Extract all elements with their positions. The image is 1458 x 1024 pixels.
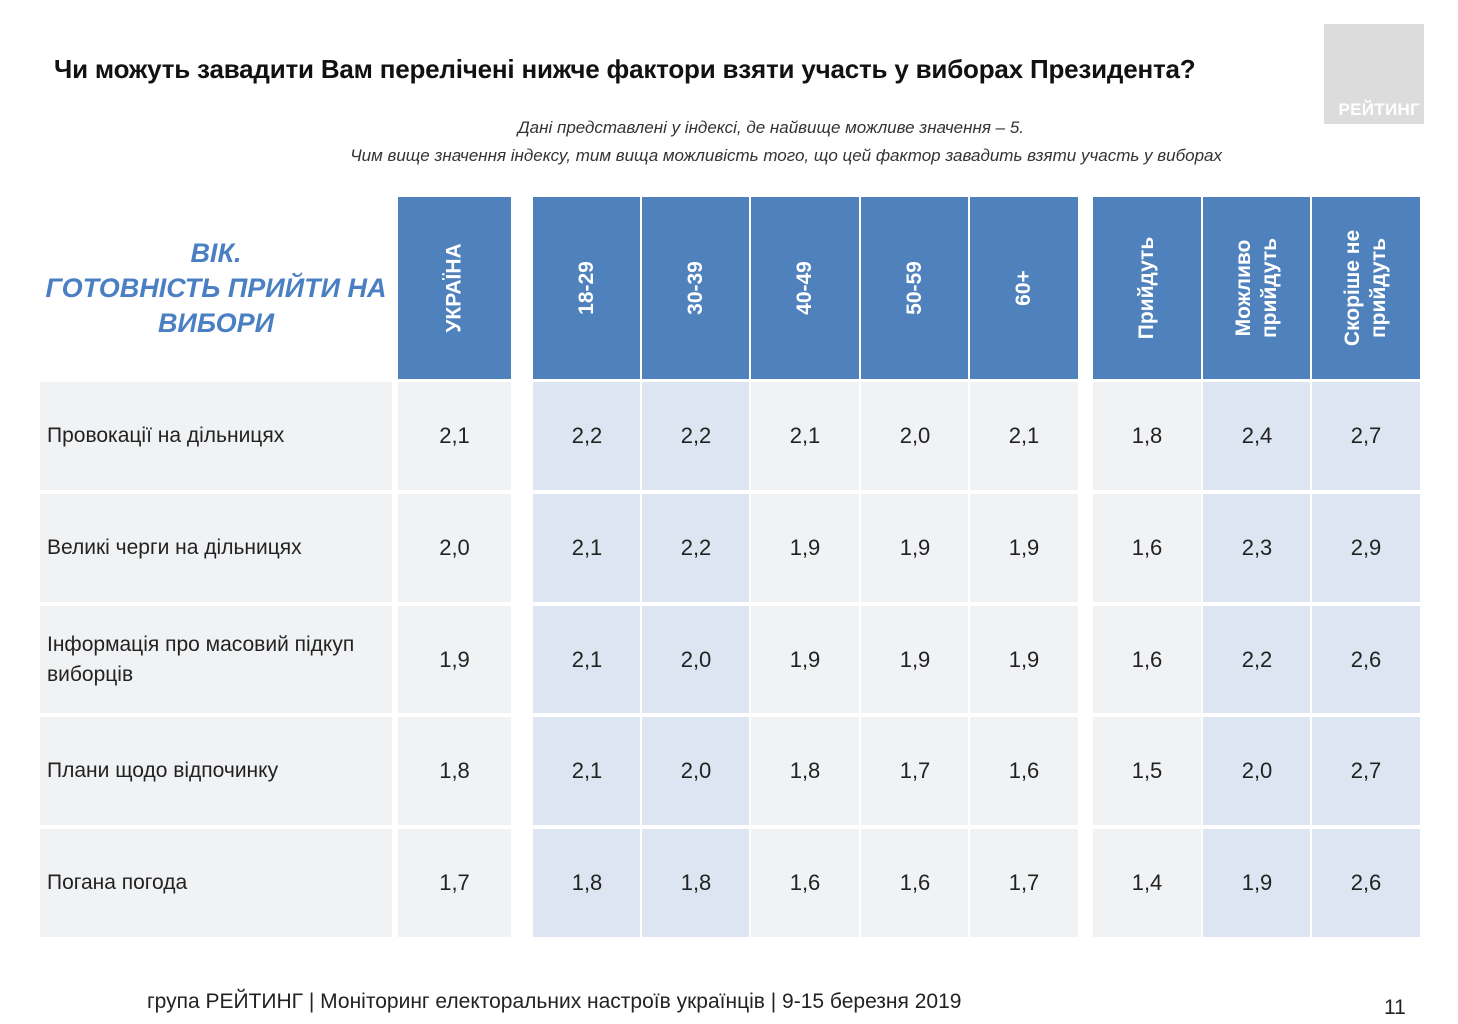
page-number: 11 bbox=[1384, 996, 1406, 1019]
table-cell: 1,7 bbox=[439, 870, 470, 895]
column-divider bbox=[859, 197, 861, 939]
table-cell: 1,8 bbox=[789, 758, 821, 783]
column-header-label: 60+ bbox=[1012, 270, 1035, 306]
row-label: Великі черги на дільницях bbox=[47, 536, 302, 559]
table-cell: 2,1 bbox=[533, 494, 641, 602]
column-header-label: УКРАЇНА bbox=[442, 243, 466, 333]
table-cell: 2,1 bbox=[439, 423, 470, 448]
table-cell: 2,2 bbox=[1203, 606, 1311, 714]
corner-header-line-2: ГОТОВНІСТЬ ПРИЙТИ НА bbox=[45, 272, 387, 303]
corner-header-line-1: ВІК. bbox=[190, 237, 242, 268]
table-cell: 1,9 bbox=[1008, 535, 1040, 560]
index-note-1: Дані представлені у індексі, де найвище … bbox=[517, 118, 1024, 137]
column-divider bbox=[968, 197, 970, 939]
column-group-gap bbox=[1078, 197, 1093, 939]
row-divider bbox=[40, 602, 1420, 606]
table-cell: 1,8 bbox=[642, 829, 750, 937]
column-header-40-49: 40-49 bbox=[751, 197, 859, 379]
column-header-label: Можливо прийдуть bbox=[1232, 237, 1281, 339]
table-cell: 2,0 bbox=[899, 423, 931, 448]
row-label: Провокації на дільницях bbox=[47, 424, 285, 447]
table-cell: 2,2 bbox=[642, 382, 750, 490]
table-cell: 1,6 bbox=[899, 870, 931, 895]
logo-text: РЕЙТИНГ bbox=[1338, 100, 1420, 119]
column-header-label: Скоріше не прийдуть bbox=[1341, 229, 1390, 347]
row-divider bbox=[40, 490, 1420, 494]
column-divider bbox=[1310, 197, 1312, 939]
column-header-likely-not-come: Скоріше не прийдуть bbox=[1312, 197, 1420, 379]
table-cell: 2,1 bbox=[789, 423, 821, 448]
column-header-50-59: 50-59 bbox=[861, 197, 969, 379]
column-divider bbox=[749, 197, 751, 939]
table-cell: 2,7 bbox=[1312, 717, 1420, 825]
corner-header-line-3: ВИБОРИ bbox=[157, 307, 275, 338]
table-cell: 1,7 bbox=[1008, 870, 1040, 895]
table-cell: 1,9 bbox=[1008, 647, 1040, 672]
row-divider bbox=[40, 825, 1420, 829]
row-label: Погана погода bbox=[47, 871, 188, 894]
table-cell: 1,9 bbox=[789, 535, 821, 560]
table-cell: 2,0 bbox=[1203, 717, 1311, 825]
column-header-60plus: 60+ bbox=[970, 197, 1078, 379]
reiting-logo: РЕЙТИНГ bbox=[1324, 24, 1424, 124]
row-label: Інформація про масовий підкуп виборців bbox=[47, 633, 355, 686]
table-cell: 1,6 bbox=[1008, 758, 1040, 783]
table-cell: 2,1 bbox=[533, 717, 641, 825]
table-cell: 1,9 bbox=[899, 535, 931, 560]
column-divider bbox=[1201, 197, 1203, 939]
column-header-18-29: 18-29 bbox=[533, 197, 641, 379]
row-divider bbox=[40, 713, 1420, 717]
table-cell: 1,6 bbox=[789, 870, 821, 895]
page-title: Чи можуть завадити Вам перелічені нижче … bbox=[54, 54, 1196, 84]
table-cell: 1,8 bbox=[533, 829, 641, 937]
table-cell: 2,1 bbox=[1008, 423, 1040, 448]
table-cell: 2,7 bbox=[1312, 382, 1420, 490]
index-note-2: Чим вище значення індексу, тим вища можл… bbox=[350, 146, 1222, 165]
table-cell: 1,8 bbox=[1131, 423, 1163, 448]
column-header-label: 40-49 bbox=[793, 261, 816, 315]
table-cell: 2,0 bbox=[642, 717, 750, 825]
row-label: Плани щодо відпочинку bbox=[47, 759, 279, 782]
table-cell: 1,4 bbox=[1131, 870, 1163, 895]
table-cell: 2,6 bbox=[1312, 606, 1420, 714]
column-header-30-39: 30-39 bbox=[642, 197, 750, 379]
table-cell: 1,9 bbox=[899, 647, 931, 672]
table-cell: 1,9 bbox=[1203, 829, 1311, 937]
table-cell: 2,4 bbox=[1203, 382, 1311, 490]
table-cell: 1,5 bbox=[1131, 758, 1163, 783]
table-cell: 1,8 bbox=[439, 758, 470, 783]
column-divider bbox=[640, 197, 642, 939]
table-cell: 1,6 bbox=[1131, 647, 1163, 672]
column-header-will-come: Прийдуть bbox=[1093, 197, 1201, 379]
column-header-label: Прийдуть bbox=[1135, 236, 1158, 340]
table-cell: 2,0 bbox=[439, 535, 470, 560]
table-corner-header: ВІК. ГОТОВНІСТЬ ПРИЙТИ НА ВИБОРИ bbox=[40, 197, 392, 379]
table-cell: 2,0 bbox=[642, 606, 750, 714]
column-header-ukraine: УКРАЇНА bbox=[398, 197, 511, 379]
table-cell: 2,3 bbox=[1203, 494, 1311, 602]
table-cell: 1,7 bbox=[899, 758, 931, 783]
table-cell: 1,9 bbox=[789, 647, 821, 672]
table-cell: 2,2 bbox=[642, 494, 750, 602]
table-cell: 2,9 bbox=[1312, 494, 1420, 602]
table-cell: 1,6 bbox=[1131, 535, 1163, 560]
table-cell: 1,9 bbox=[439, 647, 470, 672]
column-header-label: 30-39 bbox=[684, 261, 707, 315]
column-header-label: 18-29 bbox=[575, 261, 598, 315]
column-header-may-come: Можливо прийдуть bbox=[1203, 197, 1311, 379]
column-group-gap bbox=[511, 197, 533, 939]
footer-text: група РЕЙТИНГ | Моніторинг електоральних… bbox=[147, 990, 962, 1013]
table-cell: 2,6 bbox=[1312, 829, 1420, 937]
table-cell: 2,2 bbox=[533, 382, 641, 490]
column-header-label: 50-59 bbox=[903, 261, 926, 315]
column-divider bbox=[392, 382, 398, 939]
table-cell: 2,1 bbox=[533, 606, 641, 714]
